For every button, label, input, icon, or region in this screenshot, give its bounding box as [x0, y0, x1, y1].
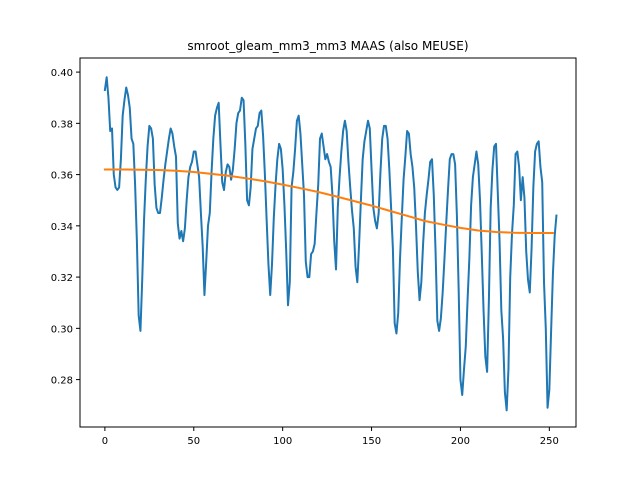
y-tick-label: 0.28 [51, 376, 73, 387]
series-line-1 [103, 76, 558, 412]
x-tick-label: 250 [540, 436, 559, 447]
y-tick-label: 0.30 [51, 324, 73, 335]
x-tick-label: 150 [362, 436, 381, 447]
y-tick-label: 0.34 [51, 222, 73, 233]
x-tick-label: 50 [187, 436, 200, 447]
axes-frame [79, 57, 577, 428]
y-tick-label: 0.40 [51, 68, 73, 79]
plot-area: 0 50 100 150 200 250 0.28 0.30 0.32 0.34 0.36 0.38 0… [51, 57, 577, 447]
chart-title: smroot_gleam_mm3_mm3 MAAS (also MEUSE) [187, 39, 468, 53]
y-tick-label: 0.32 [51, 273, 73, 284]
y-tick-label: 0.36 [51, 171, 73, 182]
x-tick-label: 100 [273, 436, 292, 447]
series-line-2 [103, 168, 554, 235]
y-tick-label: 0.38 [51, 119, 73, 130]
x-tick-label: 0 [102, 436, 108, 447]
x-tick-label: 200 [451, 436, 470, 447]
